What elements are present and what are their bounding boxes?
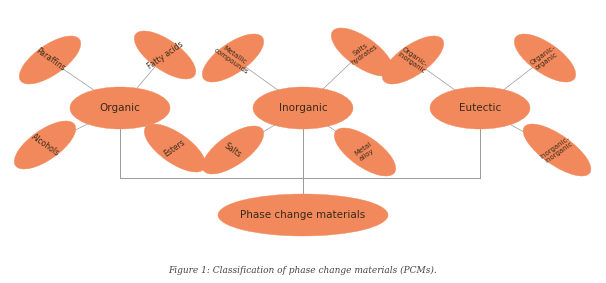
Text: Salts: Salts xyxy=(222,141,244,159)
Text: Fatty acids: Fatty acids xyxy=(145,39,185,70)
Ellipse shape xyxy=(218,194,388,236)
Ellipse shape xyxy=(15,121,76,169)
Ellipse shape xyxy=(430,87,530,129)
Text: Organic-
organic: Organic- organic xyxy=(529,44,561,72)
Text: Metallic
compounds: Metallic compounds xyxy=(213,41,253,75)
Text: Organic-
inorganic: Organic- inorganic xyxy=(396,46,430,74)
Ellipse shape xyxy=(523,124,591,176)
Text: Paraffins: Paraffins xyxy=(34,47,66,73)
Ellipse shape xyxy=(202,34,264,82)
Text: Metal
alloy: Metal alloy xyxy=(353,142,376,163)
Ellipse shape xyxy=(202,126,264,174)
Ellipse shape xyxy=(144,124,205,172)
Text: Organic: Organic xyxy=(99,103,141,113)
Ellipse shape xyxy=(135,31,196,79)
Ellipse shape xyxy=(19,36,81,84)
Ellipse shape xyxy=(70,87,170,129)
Text: Esters: Esters xyxy=(162,138,187,158)
Text: Salts
hydrates: Salts hydrates xyxy=(346,38,378,66)
Ellipse shape xyxy=(514,34,576,82)
Ellipse shape xyxy=(253,87,353,129)
Ellipse shape xyxy=(331,28,393,76)
Text: Eutectic: Eutectic xyxy=(459,103,501,113)
Text: Alcohols: Alcohols xyxy=(29,132,61,158)
Text: Inorganic: Inorganic xyxy=(279,103,327,113)
Ellipse shape xyxy=(382,36,444,84)
Text: Inorganic-
inorganic: Inorganic- inorganic xyxy=(539,135,575,165)
Text: Figure 1: Classification of phase change materials (PCMs).: Figure 1: Classification of phase change… xyxy=(168,266,438,275)
Text: Phase change materials: Phase change materials xyxy=(241,210,365,220)
Ellipse shape xyxy=(335,128,396,176)
